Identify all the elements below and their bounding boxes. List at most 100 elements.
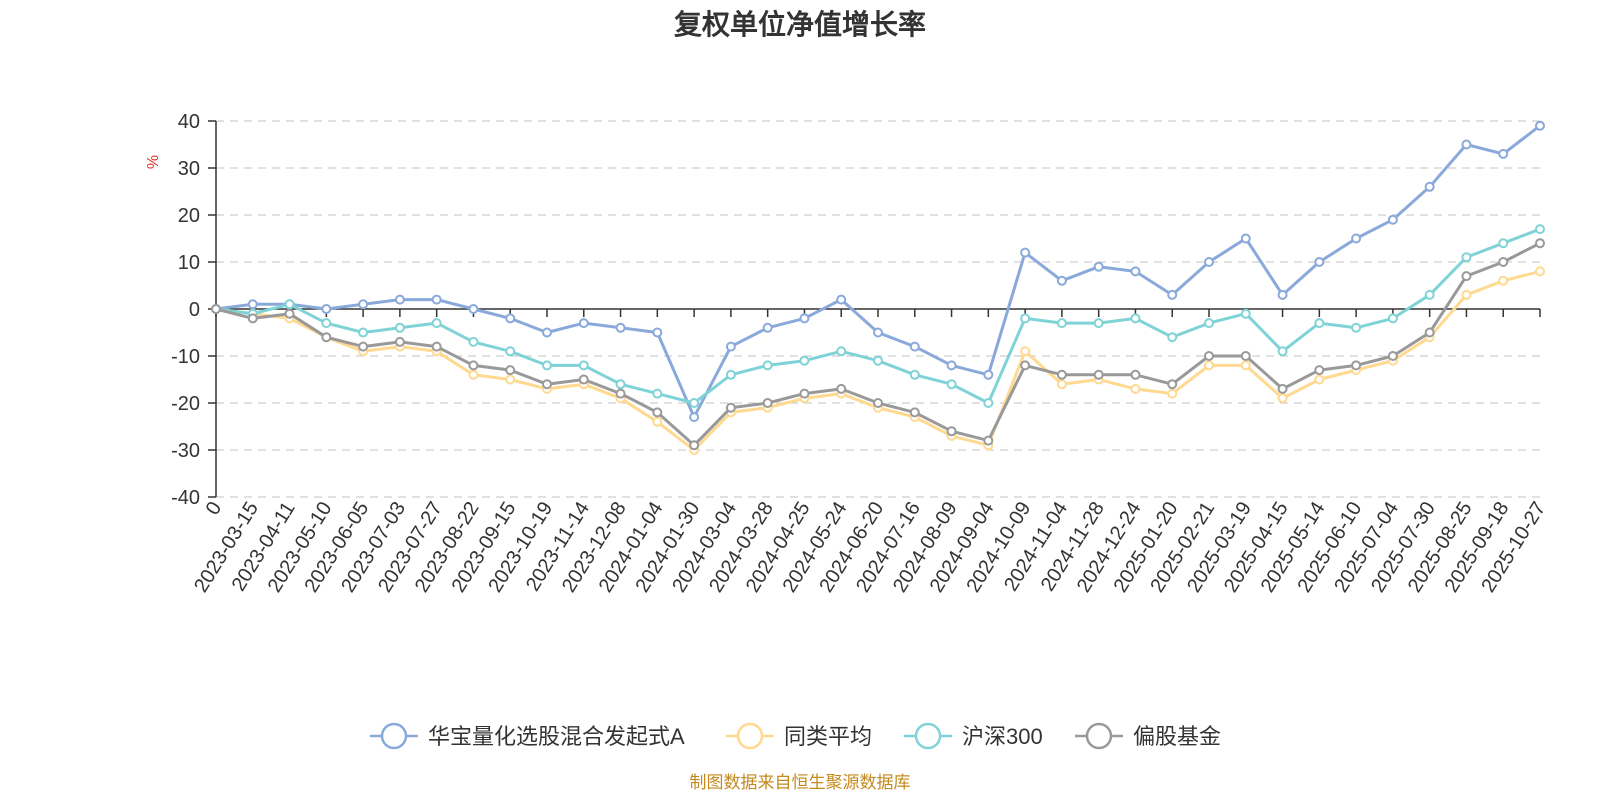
data-point [1130, 313, 1141, 324]
data-point [615, 379, 626, 390]
data-point [1277, 393, 1288, 404]
legend-item[interactable]: 同类平均 [726, 722, 872, 750]
data-point [1167, 332, 1178, 343]
chart-title: 复权单位净值增长率 [674, 8, 926, 40]
data-point [1167, 388, 1178, 399]
data-point [799, 313, 810, 324]
data-point [873, 398, 883, 408]
data-point [652, 416, 663, 427]
data-point [1498, 275, 1509, 286]
data-point [946, 360, 957, 371]
y-tick-label: 30 [178, 158, 200, 180]
data-point [652, 407, 663, 418]
data-point [689, 398, 700, 408]
data-point [689, 412, 700, 423]
data-point [505, 313, 516, 324]
data-point [1351, 322, 1362, 333]
data-point [358, 341, 369, 352]
legend: 华宝量化选股混合发起式A 同类平均 沪深300 偏股基金 [370, 722, 1221, 750]
legend-swatch-circle [1085, 722, 1113, 750]
data-point [284, 299, 295, 310]
data-point [652, 388, 663, 399]
data-point [946, 379, 957, 390]
data-point [1204, 360, 1214, 371]
series-3 [211, 238, 1545, 451]
data-point [1093, 261, 1104, 272]
data-point [652, 327, 663, 338]
data-point [1387, 351, 1398, 361]
source-note: 制图数据来自恒生聚源数据库 [690, 773, 911, 792]
data-point [1387, 214, 1398, 225]
data-point [468, 304, 479, 314]
data-point [468, 336, 479, 347]
data-point [836, 294, 847, 305]
data-point [431, 318, 442, 329]
data-point [1314, 374, 1325, 385]
data-point [799, 388, 810, 399]
data-point [1130, 369, 1141, 380]
data-point [1314, 257, 1325, 267]
data-point [1314, 318, 1325, 329]
legend-label: 华宝量化选股混合发起式A [428, 724, 685, 749]
data-point [1535, 266, 1545, 277]
legend-item[interactable]: 沪深300 [904, 722, 1043, 750]
data-point [1130, 266, 1141, 277]
data-point [1167, 379, 1178, 390]
data-point [1093, 369, 1104, 380]
data-point [1351, 233, 1362, 244]
data-point [1535, 224, 1545, 235]
data-point [799, 355, 810, 366]
y-tick-label: 40 [178, 111, 200, 133]
data-point [358, 299, 369, 310]
data-point [1461, 139, 1472, 150]
data-point [1498, 148, 1509, 159]
data-point [211, 304, 221, 314]
data-point [689, 440, 700, 451]
data-point [873, 327, 883, 338]
data-point [284, 308, 295, 319]
data-point [725, 341, 736, 352]
data-point [1240, 233, 1251, 244]
data-point [468, 369, 479, 380]
legend-item[interactable]: 华宝量化选股混合发起式A [370, 722, 685, 750]
data-point [1056, 369, 1067, 380]
data-point [358, 327, 369, 338]
data-point [1020, 247, 1031, 258]
data-point [1204, 257, 1214, 267]
data-point [1498, 257, 1509, 267]
data-point [873, 355, 883, 366]
data-point [542, 360, 552, 371]
data-point [1277, 289, 1288, 300]
data-point [247, 299, 258, 310]
data-point [542, 327, 552, 338]
data-point [762, 398, 773, 408]
data-point [1277, 383, 1288, 394]
data-point [1240, 351, 1251, 361]
data-point [578, 374, 589, 385]
data-point [431, 341, 442, 352]
data-point [1424, 181, 1435, 192]
data-point [615, 388, 626, 399]
y-axis-unit-label: % [145, 155, 162, 169]
legend-swatch-circle [736, 722, 764, 750]
legend-label: 同类平均 [784, 724, 872, 749]
data-point [1461, 271, 1472, 282]
data-point [1204, 351, 1214, 361]
data-point [505, 374, 516, 385]
data-point [542, 379, 552, 390]
data-point [1387, 313, 1398, 324]
data-point [578, 360, 589, 371]
data-point [1424, 289, 1435, 300]
legend-swatch-circle [914, 722, 942, 750]
data-point [836, 383, 847, 394]
data-point [725, 402, 736, 413]
data-point [1498, 238, 1509, 249]
y-tick-label: 20 [178, 205, 200, 227]
data-point [762, 360, 773, 371]
legend-item[interactable]: 偏股基金 [1075, 722, 1221, 750]
data-point [468, 360, 479, 371]
y-tick-label: -20 [171, 393, 200, 415]
data-point [505, 365, 516, 376]
data-point [1240, 360, 1251, 371]
series-0 [211, 120, 1545, 423]
